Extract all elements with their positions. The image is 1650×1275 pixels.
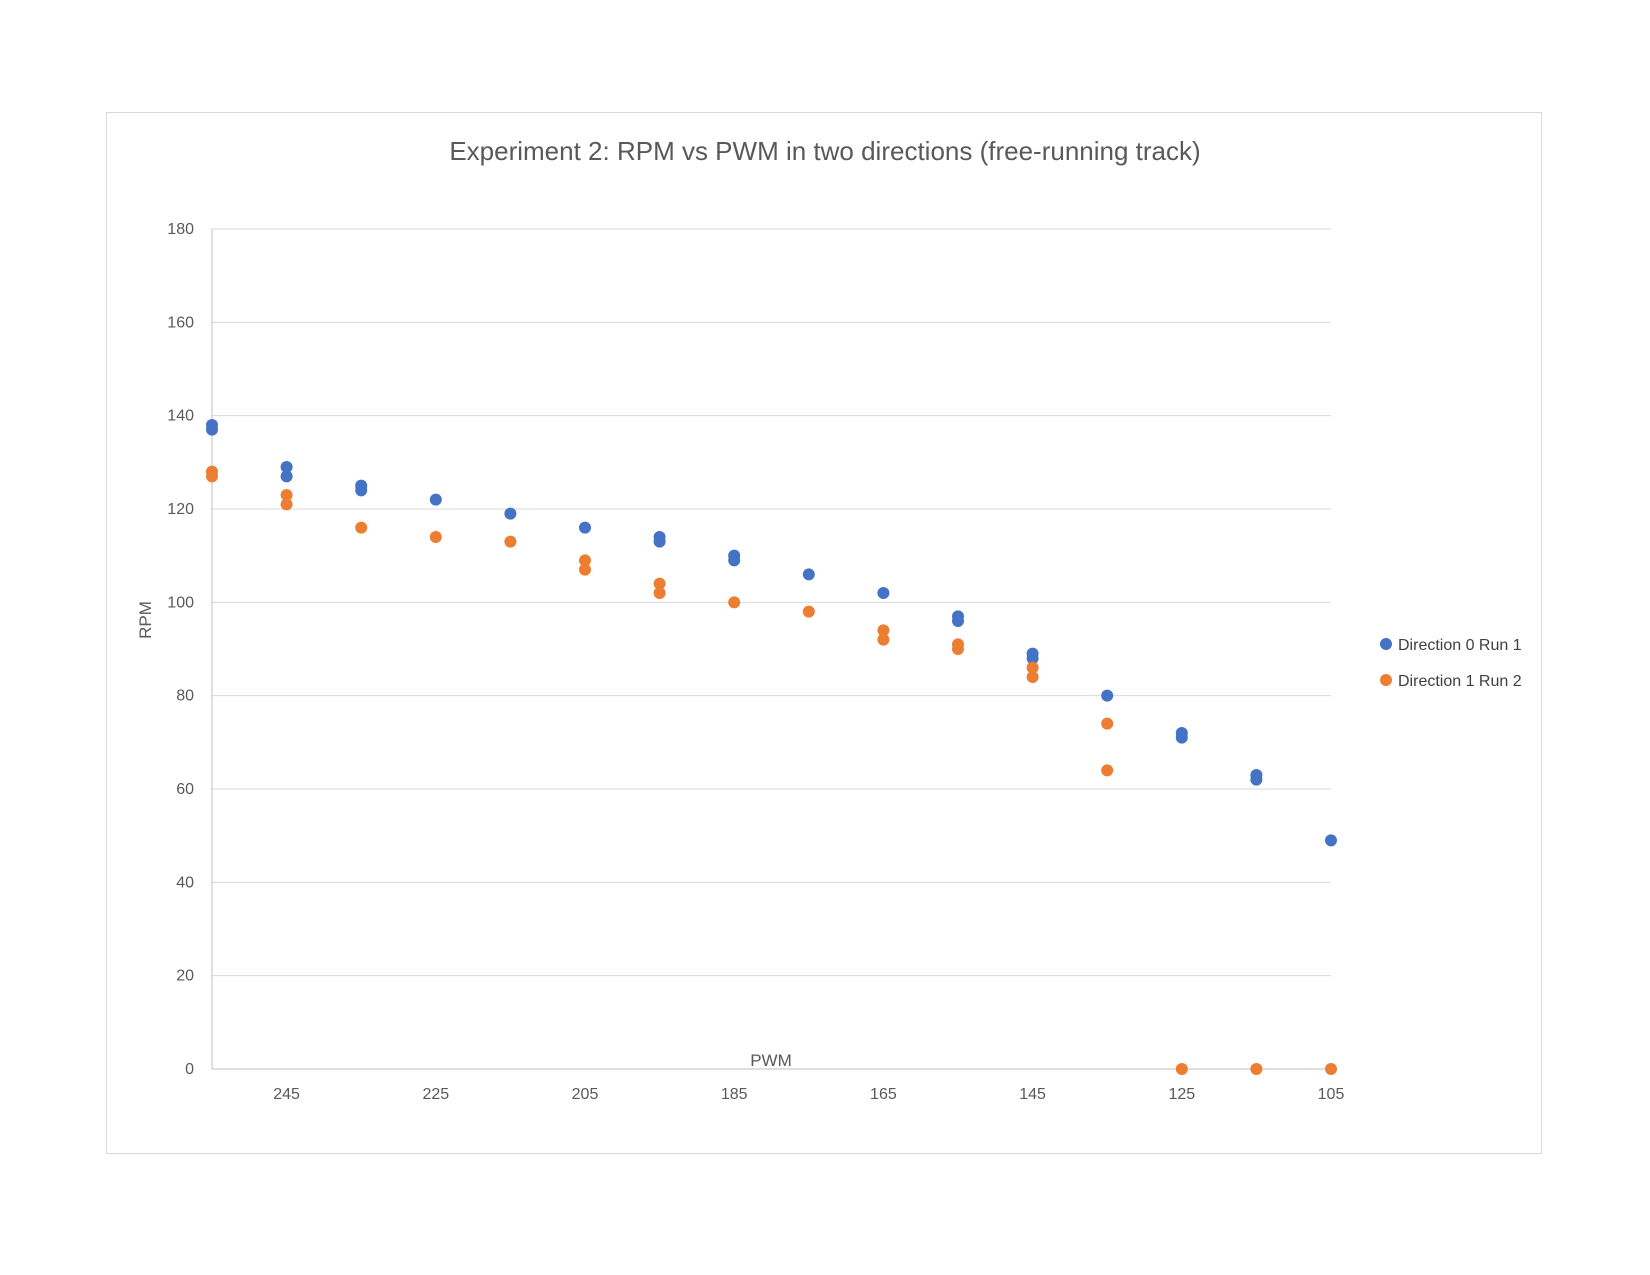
- x-tick-label: 225: [422, 1086, 449, 1103]
- data-point: [877, 624, 890, 637]
- y-tick-label: 60: [176, 781, 194, 798]
- data-point: [1026, 671, 1039, 683]
- y-tick-label: 100: [167, 594, 194, 611]
- data-point: [1325, 834, 1337, 847]
- data-point: [206, 470, 218, 483]
- data-point: [728, 596, 741, 609]
- data-points: [206, 419, 1337, 1075]
- data-point: [579, 521, 591, 534]
- data-point: [280, 470, 293, 483]
- data-point: [653, 535, 666, 548]
- data-point: [952, 643, 964, 655]
- y-tick-label: 120: [167, 501, 194, 518]
- data-point: [1250, 1063, 1263, 1075]
- data-point: [1101, 717, 1114, 730]
- data-point: [952, 615, 964, 627]
- data-point: [504, 507, 517, 520]
- y-tick-label: 160: [167, 314, 194, 331]
- y-tick-label: 80: [176, 688, 194, 705]
- series-1-points: [206, 465, 1337, 1075]
- data-point: [653, 587, 666, 599]
- chart-title: Experiment 2: RPM vs PWM in two directio…: [449, 136, 1200, 166]
- x-tick-label: 205: [572, 1086, 599, 1103]
- legend-marker: [1380, 674, 1392, 686]
- y-tick-label: 140: [167, 408, 194, 425]
- data-point: [579, 563, 591, 576]
- x-tick-label: 165: [870, 1086, 897, 1103]
- gridlines: [212, 228, 1331, 977]
- y-tick-label: 40: [176, 874, 194, 891]
- series-0-points: [206, 419, 1337, 847]
- legend-label: Direction 1 Run 2: [1398, 673, 1522, 690]
- tick-labels: 0 20 40 60 80 100 120 140 160 180 245 225 205 185 165 1…: [167, 221, 1344, 1103]
- data-point: [280, 498, 293, 511]
- x-tick-label: 185: [721, 1086, 748, 1103]
- data-point: [429, 493, 442, 506]
- y-tick-label: 180: [167, 221, 194, 238]
- data-point: [1325, 1063, 1337, 1075]
- data-point: [1250, 773, 1263, 786]
- data-point: [1026, 652, 1039, 665]
- data-point: [802, 605, 815, 618]
- x-tick-label: 245: [273, 1086, 300, 1103]
- legend-label: Direction 0 Run 1: [1398, 637, 1522, 654]
- data-point: [280, 461, 293, 473]
- data-point: [504, 535, 517, 548]
- x-tick-label: 145: [1019, 1086, 1046, 1103]
- y-tick-label: 0: [185, 1061, 194, 1078]
- data-point: [429, 531, 442, 543]
- legend-marker: [1380, 638, 1392, 650]
- data-point: [579, 554, 591, 567]
- data-point: [355, 521, 368, 534]
- data-point: [877, 633, 890, 646]
- data-point: [1175, 731, 1188, 744]
- x-tick-label: 125: [1168, 1086, 1195, 1103]
- data-point: [802, 568, 815, 581]
- data-point: [653, 577, 666, 590]
- y-tick-label: 20: [176, 968, 194, 985]
- data-point: [877, 587, 890, 599]
- data-point: [206, 423, 218, 436]
- data-point: [1101, 689, 1114, 702]
- scatter-chart: Experiment 2: RPM vs PWM in two directio…: [136, 136, 1522, 1103]
- x-axis-title: PWM: [750, 1051, 792, 1070]
- data-point: [355, 484, 368, 497]
- y-axis-title: RPM: [136, 601, 155, 639]
- data-point: [280, 489, 293, 501]
- axes: [211, 229, 1331, 1070]
- data-point: [1101, 764, 1114, 777]
- x-tick-label: 105: [1318, 1086, 1345, 1103]
- data-point: [1175, 1063, 1188, 1075]
- data-point: [728, 554, 741, 567]
- legend: Direction 0 Run 1 Direction 1 Run 2: [1380, 637, 1522, 690]
- data-point: [1026, 661, 1039, 674]
- chart-area: Experiment 2: RPM vs PWM in two directio…: [106, 112, 1542, 1154]
